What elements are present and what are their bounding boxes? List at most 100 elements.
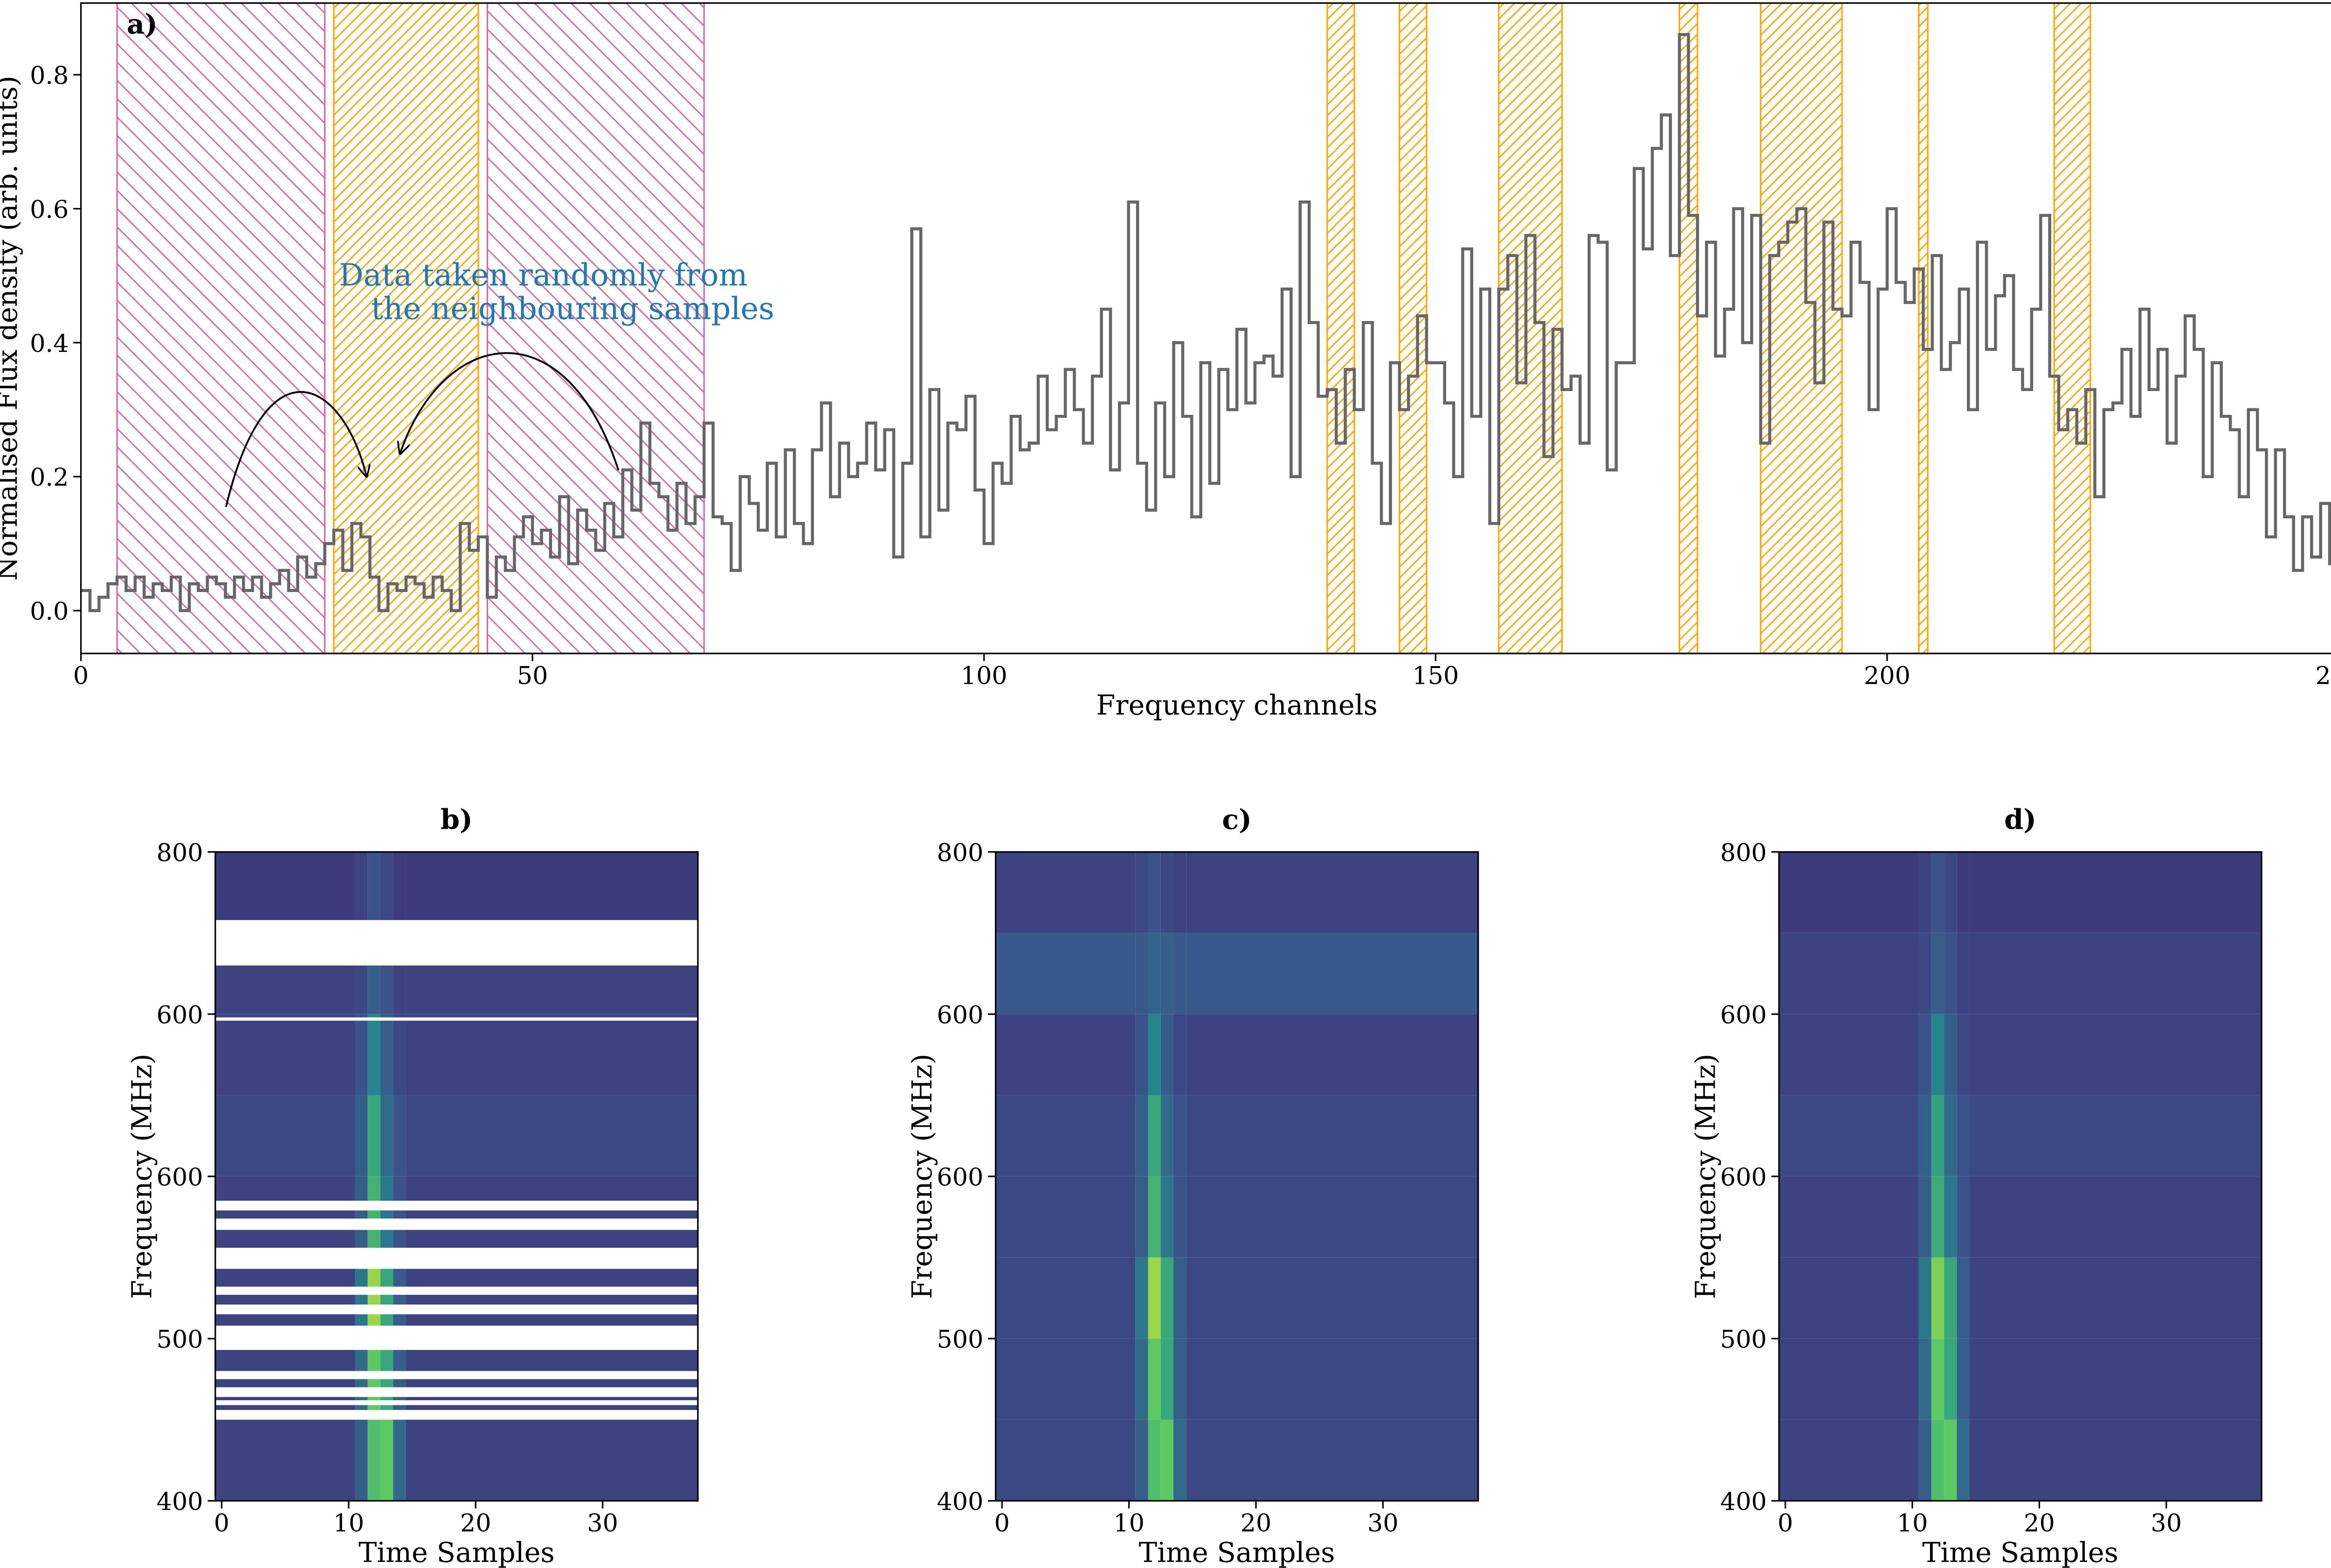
heatmap-cell: [1779, 1257, 1919, 1339]
heatmap-cell: [355, 1014, 368, 1095]
arrow: [400, 352, 620, 471]
y-tick-label: 0.0: [30, 598, 69, 626]
x-tick-label: 100: [961, 661, 1007, 690]
heatmap-cell: [1186, 933, 1478, 1014]
heatmap-cell: [1135, 1419, 1148, 1501]
heatmap-cell: [1173, 1338, 1186, 1420]
heatmap-cell: [393, 1176, 406, 1258]
heatmap-cell: [215, 1014, 355, 1095]
heatmap-cell: [393, 1257, 406, 1339]
heatmap-cell: [406, 1419, 698, 1501]
heatmap-cell: [1918, 1257, 1931, 1339]
heatmap-cell: [1160, 1419, 1173, 1501]
heatmap-cell: [1148, 1419, 1161, 1501]
y-tick-label: 800: [157, 839, 203, 867]
heatmap-cell: [1931, 1095, 1945, 1176]
x-tick-label: 0: [994, 1509, 1010, 1537]
y-tick-label: 500: [937, 1325, 983, 1354]
heatmap-cell: [995, 1095, 1136, 1176]
panel-label: a): [127, 8, 158, 40]
heatmap-cell: [1160, 933, 1173, 1014]
heatmap-cell: [1186, 1419, 1478, 1501]
masked-band: [215, 1410, 698, 1420]
heatmap-cell: [1944, 1014, 1957, 1095]
x-axis-label: Time Samples: [359, 1536, 555, 1568]
heatmap-cell: [1918, 852, 1931, 933]
x-tick-label: 30: [1367, 1509, 1399, 1537]
x-axis-label: Time Samples: [1139, 1536, 1335, 1568]
x-tick-label: 10: [333, 1509, 365, 1537]
heatmap-cell: [1957, 933, 1970, 1014]
heatmap-cell: [1173, 1095, 1186, 1176]
heatmap-cell: [215, 1338, 355, 1420]
heatmap-cell: [406, 1014, 698, 1095]
y-tick-label: 600: [1720, 1001, 1767, 1029]
masked-band: [215, 1387, 698, 1397]
heatmap-cell: [367, 852, 380, 933]
x-tick-label: 0: [214, 1509, 229, 1537]
heatmap-cell: [1944, 1095, 1957, 1176]
heatmap-cell: [406, 1176, 698, 1258]
masked-region: [333, 2, 479, 654]
masked-band: [215, 1304, 698, 1314]
heatmap-cell: [215, 852, 355, 933]
heatmap-cell: [406, 852, 698, 933]
x-tick-label: 10: [1113, 1509, 1145, 1537]
y-tick-label: 500: [157, 1325, 203, 1354]
y-tick-label: 800: [937, 839, 983, 867]
heatmap-cell: [1160, 852, 1173, 933]
heatmap-cell: [1957, 1176, 1970, 1258]
x-tick-label: 250: [2315, 661, 2331, 690]
panel-title: b): [441, 804, 473, 836]
axes-frame: [994, 851, 1479, 1502]
heatmap-cell: [1957, 1014, 1970, 1095]
heatmap-cell: [1148, 1014, 1161, 1095]
heatmap-cell: [995, 933, 1136, 1014]
heatmap-cell: [1969, 1338, 2262, 1420]
heatmap-cell: [1969, 1176, 2262, 1258]
heatmap-cell: [995, 1014, 1136, 1095]
axes-frame: [1778, 851, 2262, 1502]
heatmap-cell: [1957, 1095, 1970, 1176]
y-tick-label: 800: [1720, 839, 1767, 867]
heatmap-cell: [1969, 852, 2262, 933]
heatmap-cell: [393, 1095, 406, 1176]
heatmap-cell: [393, 1014, 406, 1095]
heatmap-cell: [1148, 933, 1161, 1014]
masked-band: [215, 1400, 698, 1405]
heatmap-cell: [1135, 933, 1148, 1014]
x-tick-label: 0: [1778, 1509, 1793, 1537]
masked-band: [215, 1218, 698, 1230]
heatmap-cell: [215, 1257, 355, 1339]
masked-band: [215, 1017, 698, 1021]
heatmap-cell: [1969, 1014, 2262, 1095]
heatmap-cell: [1931, 1257, 1945, 1339]
heatmap-cell: [1173, 1419, 1186, 1501]
panel-title: d): [2004, 804, 2036, 836]
heatmap-cell: [1779, 1014, 1919, 1095]
x-tick-label: 30: [2151, 1509, 2182, 1537]
y-tick-label: 0.6: [30, 195, 69, 224]
heatmap-cell: [1186, 1095, 1478, 1176]
heatmap-cell: [1135, 1095, 1148, 1176]
heatmap-cell: [1186, 1176, 1478, 1258]
arrow: [225, 391, 366, 507]
x-tick-label: 0: [73, 661, 89, 690]
axes-frame: [214, 851, 699, 1502]
heatmap-cell: [1135, 1338, 1148, 1420]
flux-step-line: [81, 33, 2331, 612]
heatmap-cell: [367, 1014, 380, 1095]
heatmap-cell: [1931, 933, 1945, 1014]
heatmap-cell: [1148, 852, 1161, 933]
heatmap-cell: [380, 1338, 393, 1420]
heatmap-cell: [1944, 1257, 1957, 1339]
panel-title: c): [1222, 804, 1252, 836]
heatmap-cell: [1957, 1338, 1970, 1420]
heatmap-cell: [1173, 1176, 1186, 1258]
heatmap-cell: [1944, 1419, 1957, 1501]
x-tick-label: 200: [1864, 661, 1910, 690]
heatmap-cell: [1186, 1257, 1478, 1339]
